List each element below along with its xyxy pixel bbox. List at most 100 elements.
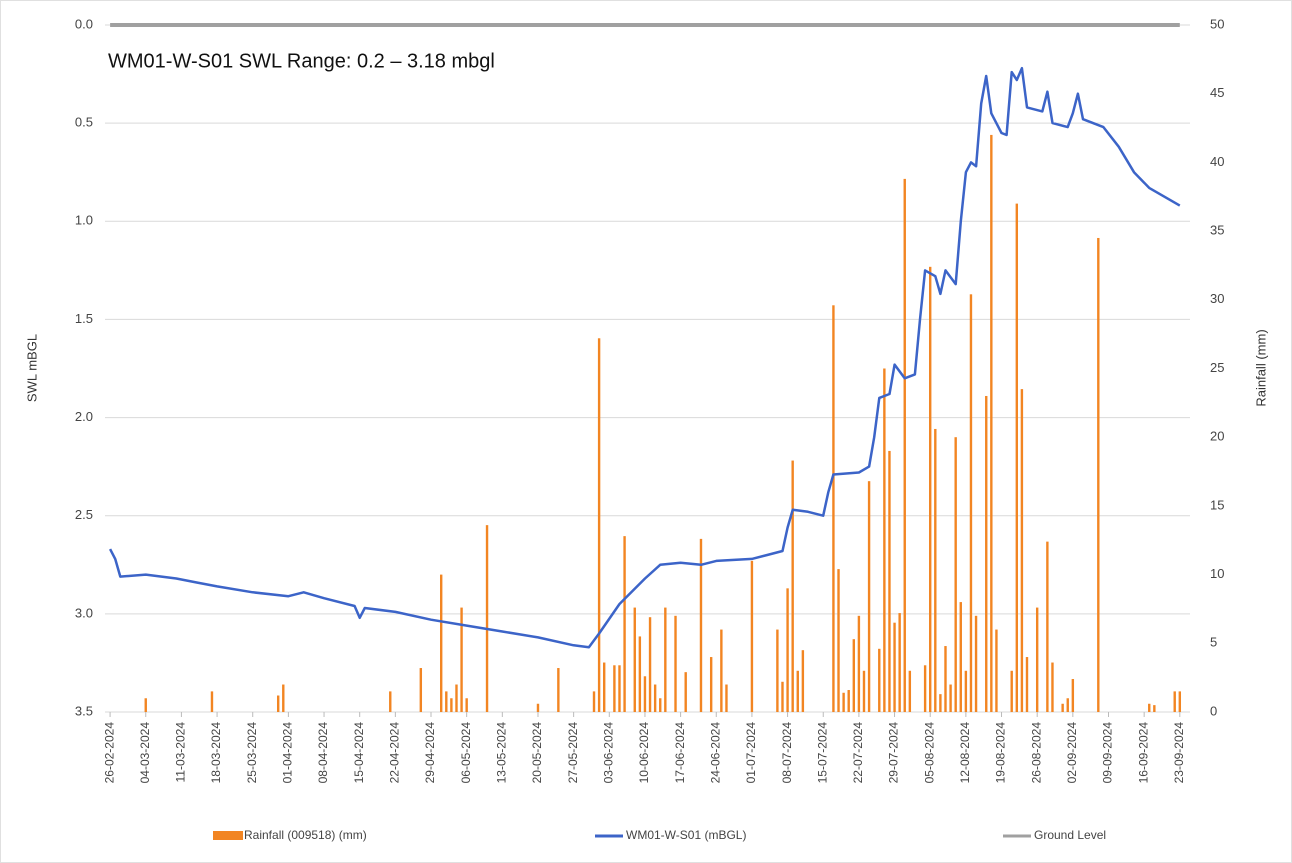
bar — [1097, 237, 1100, 712]
x-tick-label: 27-05-2024 — [566, 722, 580, 784]
bar — [1051, 662, 1054, 712]
y2-tick-label: 20 — [1210, 429, 1224, 444]
y-tick-label: 0.5 — [75, 115, 93, 130]
x-tick-label: 09-09-2024 — [1101, 722, 1115, 784]
y2-tick-label: 0 — [1210, 703, 1217, 718]
bar — [450, 698, 453, 712]
x-tick-label: 15-04-2024 — [352, 722, 366, 784]
x-tick-label: 13-05-2024 — [494, 722, 508, 784]
x-tick-label: 18-03-2024 — [209, 722, 223, 784]
legend-label: WM01-W-S01 (mBGL) — [626, 828, 746, 842]
bar — [653, 684, 657, 712]
y2-tick-label: 35 — [1210, 223, 1224, 238]
y2-tick-label: 25 — [1210, 360, 1224, 375]
x-tick-label: 22-04-2024 — [388, 722, 402, 784]
y2-tick-label: 50 — [1210, 16, 1224, 31]
bar — [684, 672, 687, 712]
bar — [618, 665, 621, 712]
x-tick-label: 11-03-2024 — [174, 722, 188, 783]
y2-tick-label: 5 — [1210, 635, 1217, 650]
bar — [725, 684, 728, 712]
y2-tick-label: 40 — [1210, 154, 1224, 169]
y-tick-label: 2.5 — [75, 507, 93, 522]
bar — [786, 588, 789, 712]
bar — [878, 648, 881, 712]
bar — [597, 338, 601, 712]
bar — [613, 665, 616, 712]
bar — [964, 670, 968, 712]
x-tick-label: 01-04-2024 — [281, 722, 295, 784]
bar — [557, 668, 560, 712]
bar — [974, 615, 978, 712]
x-tick-label: 29-07-2024 — [887, 722, 901, 784]
bar — [1025, 657, 1029, 712]
bar — [801, 650, 805, 712]
bar — [1153, 705, 1156, 712]
bar — [623, 536, 626, 712]
bar — [867, 481, 871, 712]
bar — [643, 676, 647, 712]
y2-axis-label: Rainfall (mm) — [1253, 329, 1268, 406]
x-tick-label: 24-06-2024 — [708, 722, 722, 784]
bar — [674, 615, 677, 712]
x-tick-label: 16-09-2024 — [1136, 722, 1150, 784]
bar — [750, 560, 754, 712]
line — [108, 66, 1181, 649]
bar — [445, 691, 448, 712]
bar — [929, 266, 932, 712]
x-tick-label: 23-09-2024 — [1172, 722, 1186, 784]
bar — [883, 368, 886, 712]
bar — [709, 657, 713, 712]
x-tick-label: 06-05-2024 — [459, 722, 473, 784]
y-tick-label: 1.5 — [75, 311, 93, 326]
bar — [791, 460, 794, 712]
bar — [648, 617, 652, 712]
legend-label: Ground Level — [1034, 828, 1106, 842]
bar — [1066, 698, 1069, 712]
bar — [1061, 703, 1064, 712]
legend-swatch — [213, 831, 243, 840]
bar — [837, 569, 840, 712]
x-tick-label: 04-03-2024 — [138, 722, 152, 784]
bar — [144, 698, 147, 712]
x-tick-label: 20-05-2024 — [530, 722, 544, 784]
bar — [439, 574, 443, 712]
x-tick-label: 25-03-2024 — [245, 722, 259, 784]
bar — [990, 134, 993, 713]
y2-tick-label: 15 — [1210, 497, 1224, 512]
x-tick-label: 22-07-2024 — [851, 722, 865, 784]
bar — [852, 639, 856, 712]
x-tick-label: 26-08-2024 — [1029, 722, 1043, 784]
x-tick-label: 01-07-2024 — [744, 722, 758, 784]
bar — [959, 602, 962, 712]
bar — [847, 690, 850, 712]
bar — [781, 681, 784, 712]
bar — [1035, 607, 1039, 712]
y-tick-label: 3.0 — [75, 605, 93, 620]
bar — [603, 662, 606, 712]
x-tick-label: 05-08-2024 — [922, 722, 936, 784]
bar — [842, 692, 845, 712]
bar — [536, 703, 540, 712]
bar — [633, 607, 636, 712]
bar — [659, 698, 662, 712]
bar — [934, 428, 937, 712]
bar — [796, 670, 799, 712]
y-tick-label: 2.0 — [75, 409, 93, 424]
x-tick-label: 29-04-2024 — [423, 722, 437, 784]
bar — [1071, 679, 1075, 712]
bar — [460, 607, 463, 712]
bar — [939, 694, 942, 712]
bar — [592, 691, 596, 712]
bar — [832, 305, 835, 712]
bar — [389, 691, 392, 712]
bar — [898, 613, 901, 712]
bar — [282, 684, 285, 712]
x-tick-label: 26-02-2024 — [102, 722, 116, 784]
bar — [485, 525, 489, 712]
bar — [720, 629, 723, 712]
bar — [949, 684, 952, 712]
bar — [923, 665, 927, 712]
bar — [1010, 670, 1013, 712]
